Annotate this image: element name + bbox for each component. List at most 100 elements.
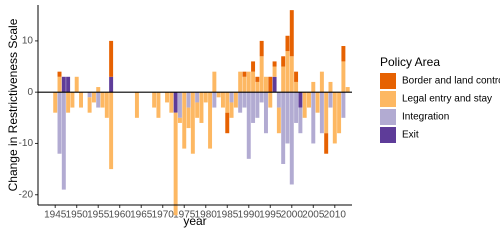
bar: [195, 102, 200, 118]
bar: [242, 71, 247, 77]
bar: [53, 92, 58, 113]
bar: [251, 61, 256, 72]
bar: [100, 92, 105, 108]
bar: [190, 92, 195, 154]
bar: [345, 87, 350, 93]
bar: [156, 92, 161, 118]
y-axis-title: Change in Restrictiveness Scale: [6, 18, 20, 191]
x-tick-label: 2005: [302, 210, 325, 221]
legend-swatch: [380, 91, 396, 107]
bar: [87, 92, 92, 98]
x-tick-label: 1990: [238, 210, 261, 221]
bar: [177, 92, 182, 118]
x-tick-label: 1970: [152, 210, 175, 221]
bar: [285, 51, 290, 93]
chart: Change in Restrictiveness Scale year Pol…: [6, 5, 500, 228]
bar: [281, 92, 286, 164]
bar: [91, 92, 96, 103]
bar: [225, 92, 230, 113]
bar: [272, 76, 277, 93]
bar: [255, 76, 260, 82]
bar: [96, 92, 101, 108]
bar: [255, 92, 260, 118]
bar: [87, 97, 92, 113]
bar: [203, 92, 208, 103]
bar: [341, 61, 346, 93]
bar: [298, 92, 303, 108]
y-tick-label: 10: [22, 36, 34, 47]
legend-label: Border and land control: [402, 76, 500, 87]
bar: [212, 71, 217, 93]
y-tick-label: -20: [19, 189, 34, 200]
legend-swatch: [380, 73, 396, 89]
legend-label: Integration: [402, 112, 449, 123]
bar: [268, 76, 273, 93]
x-tick-label: 1995: [259, 210, 282, 221]
bar: [263, 92, 268, 134]
bar: [109, 76, 114, 93]
bar: [61, 76, 66, 93]
bar: [152, 92, 157, 108]
bar: [109, 92, 114, 170]
bar: [182, 92, 187, 149]
bar: [294, 71, 299, 82]
bar: [177, 117, 182, 123]
legend-title: Policy Area: [380, 55, 440, 69]
bar: [341, 46, 346, 62]
bar: [61, 92, 66, 190]
x-tick-label: 1960: [109, 210, 132, 221]
bar: [315, 92, 320, 113]
bar: [298, 107, 303, 134]
bar: [276, 107, 281, 134]
x-tick-label: 1985: [216, 210, 239, 221]
bar: [311, 92, 316, 144]
bar: [233, 92, 238, 108]
bar: [289, 56, 294, 93]
bar: [70, 92, 75, 108]
bar: [96, 87, 101, 93]
bar: [57, 76, 62, 93]
bar: [57, 92, 62, 154]
bar: [208, 92, 213, 149]
bar: [246, 71, 251, 93]
bar: [328, 92, 333, 108]
bar: [281, 56, 286, 67]
x-tick-label: 2010: [324, 210, 347, 221]
legend-swatch: [380, 127, 396, 143]
bar: [268, 92, 273, 108]
bar: [238, 92, 243, 113]
bar: [229, 102, 234, 118]
bar: [165, 92, 170, 103]
bar: [246, 92, 251, 159]
bar: [319, 71, 324, 93]
bar: [216, 92, 221, 98]
bar: [272, 61, 277, 67]
bar: [169, 92, 174, 113]
bar: [242, 76, 247, 93]
legend-swatch: [380, 109, 396, 125]
bar: [324, 92, 329, 134]
bar: [220, 92, 225, 108]
legend-label: Exit: [402, 130, 419, 141]
bar: [285, 92, 290, 144]
x-tick-label: 1975: [173, 210, 196, 221]
x-tick-label: 1980: [195, 210, 218, 221]
bar: [311, 81, 316, 93]
bar: [263, 76, 268, 93]
y-tick-label: -10: [19, 138, 34, 149]
bar: [109, 40, 114, 77]
bar: [173, 92, 178, 113]
x-tick-label: 1965: [130, 210, 153, 221]
y-tick-label: 0: [27, 87, 33, 98]
bar: [259, 40, 264, 57]
bar: [57, 71, 62, 77]
bar: [79, 92, 83, 108]
bar: [259, 56, 264, 93]
x-tick-label: 1955: [87, 210, 110, 221]
bar: [66, 92, 71, 113]
bar: [195, 92, 200, 103]
bar: [272, 66, 277, 77]
x-tick-label: 2000: [281, 210, 304, 221]
bar: [294, 81, 299, 93]
bar: [259, 92, 264, 103]
